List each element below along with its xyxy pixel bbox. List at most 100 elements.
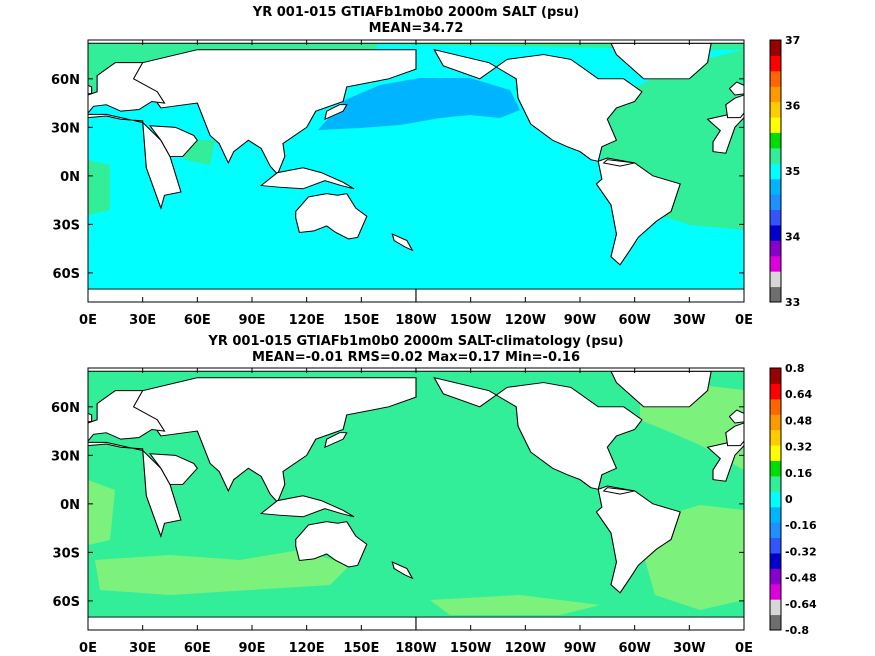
colorbar-label: 34: [785, 231, 801, 244]
chart-subtitle: MEAN=34.72: [369, 21, 464, 36]
colorbar-label: 0: [785, 493, 793, 506]
positive-patch-south-pacific: [430, 595, 600, 615]
colorbar-swatch: [770, 506, 781, 523]
colorbar-label: 0.32: [785, 441, 812, 454]
x-tick-label: 60E: [184, 313, 211, 328]
y-tick-label: 30S: [53, 546, 80, 561]
x-tick-label: 90W: [564, 313, 596, 328]
colorbar-label: 37: [785, 34, 800, 47]
colorbar-swatch: [770, 178, 781, 195]
colorbar-label: 33: [785, 296, 800, 309]
x-tick-label: 120E: [289, 313, 325, 328]
colorbar-swatch: [770, 147, 781, 164]
colorbar-swatch: [770, 368, 781, 384]
colorbar-swatch: [770, 491, 781, 508]
colorbar-label: -0.32: [785, 545, 817, 558]
colorbar-label: 0.16: [785, 467, 812, 480]
colorbar-swatch: [770, 552, 781, 569]
chart-subtitle: MEAN=-0.01 RMS=0.02 Max=0.17 Min=-0.16: [252, 350, 580, 365]
x-tick-label: 60E: [184, 641, 211, 656]
colorbar-swatch: [770, 383, 781, 400]
colorbar-swatch: [770, 614, 781, 631]
chart-title: YR 001-015 GTIAFb1m0b0 2000m SALT-climat…: [207, 334, 623, 349]
colorbar-swatch: [770, 599, 781, 616]
positive-patch-west: [88, 480, 115, 545]
colorbar-swatch: [770, 255, 781, 272]
colorbar-swatch: [770, 117, 781, 133]
colorbar-swatch: [770, 132, 781, 149]
salinity-map: [88, 40, 744, 302]
colorbar-swatch: [770, 286, 781, 303]
colorbar-label: 0.48: [785, 414, 812, 427]
y-tick-label: 30S: [53, 218, 80, 233]
colorbar-swatch: [770, 398, 781, 415]
colorbar-swatch: [770, 537, 781, 554]
colorbar-swatch: [770, 55, 781, 72]
colorbar-swatch: [770, 40, 781, 56]
y-tick-label: 30N: [51, 121, 80, 136]
y-tick-label: 60S: [53, 267, 80, 282]
x-tick-label: 150E: [343, 641, 379, 656]
x-tick-label: 60W: [618, 641, 650, 656]
x-tick-label: 150W: [450, 313, 491, 328]
colorbar-swatch: [770, 475, 781, 492]
x-tick-label: 90E: [239, 313, 266, 328]
med-outflow: [88, 160, 110, 215]
y-tick-label: 60S: [53, 595, 80, 610]
colorbar-swatch: [770, 101, 781, 118]
x-tick-label: 120W: [505, 313, 546, 328]
colorbar-label: -0.48: [785, 572, 817, 585]
x-tick-label: 0E: [735, 641, 753, 656]
x-tick-label: 150E: [343, 313, 379, 328]
colorbar-swatch: [770, 414, 781, 431]
colorbar-swatch: [770, 583, 781, 600]
colorbar-swatch: [770, 70, 781, 87]
colorbar: 0.8 0.64 0.48 0.32 0.16 0 -0.16 -0.32 -0.48 -0.64…: [769, 362, 817, 637]
x-tick-label: 120E: [289, 641, 325, 656]
x-tick-label: 30E: [129, 313, 156, 328]
positive-patch-southern: [95, 550, 350, 595]
colorbar-swatch: [770, 194, 781, 211]
colorbar-label: -0.64: [785, 598, 817, 611]
x-tick-label: 30W: [673, 641, 705, 656]
colorbar-label: -0.16: [785, 519, 817, 532]
colorbar-label: 35: [785, 165, 800, 178]
colorbar-swatch: [770, 568, 781, 585]
chart-title: YR 001-015 GTIAFb1m0b0 2000m SALT (psu): [252, 5, 579, 20]
y-axis-ticks: 60N 30N 0N 30S 60S: [51, 401, 744, 610]
x-tick-label: 60W: [618, 313, 650, 328]
colorbar-swatch: [770, 429, 781, 446]
x-tick-label: 180W: [395, 641, 436, 656]
chart-panel-1: YR 001-015 GTIAFb1m0b0 2000m SALT (psu) …: [51, 5, 801, 328]
x-tick-label: 0E: [735, 313, 753, 328]
x-tick-label: 30W: [673, 313, 705, 328]
colorbar-label: -0.8: [785, 624, 809, 637]
colorbar-frame: [769, 367, 782, 631]
colorbar-swatch: [770, 460, 781, 477]
colorbar-swatch: [770, 86, 781, 103]
colorbar-frame: [769, 39, 782, 303]
anomaly-map: [88, 368, 744, 630]
y-tick-label: 60N: [51, 401, 80, 416]
colorbar-swatch: [770, 163, 781, 180]
y-tick-label: 60N: [51, 73, 80, 88]
y-tick-label: 30N: [51, 449, 80, 464]
colorbar-swatch: [770, 445, 781, 461]
x-tick-label: 90E: [239, 641, 266, 656]
colorbar-swatch: [770, 271, 781, 288]
x-tick-label: 180W: [395, 313, 436, 328]
colorbar-swatch: [770, 240, 781, 257]
southern-ocean: [88, 245, 744, 302]
x-tick-label: 150W: [450, 641, 491, 656]
x-tick-label: 90W: [564, 641, 596, 656]
chart-panel-2: YR 001-015 GTIAFb1m0b0 2000m SALT-climat…: [51, 334, 817, 656]
y-tick-label: 0N: [60, 498, 80, 513]
x-tick-label: 0E: [79, 313, 97, 328]
x-tick-label: 30E: [129, 641, 156, 656]
y-tick-label: 0N: [60, 170, 80, 185]
north-pacific-fresh: [318, 78, 520, 130]
colorbar-label: 0.8: [785, 362, 805, 375]
y-axis-ticks: 60N 30N 0N 30S 60S: [51, 73, 744, 282]
x-axis-ticks: 0E 30E 60E 90E 120E 150E 180W 150W 120W 90W 60W 30W…: [79, 40, 753, 328]
